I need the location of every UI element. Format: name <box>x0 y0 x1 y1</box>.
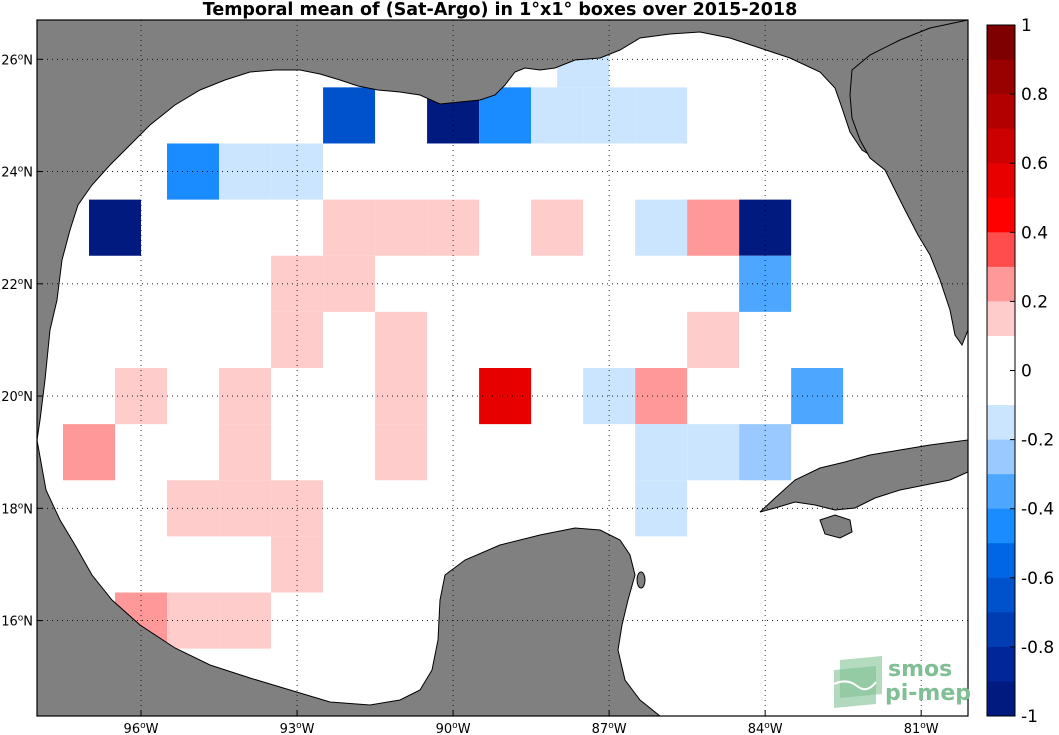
data-box <box>635 368 688 425</box>
colorbar-tick-label: 0.8 <box>1021 85 1048 105</box>
colorbar-tick-label: -0.4 <box>1021 500 1054 520</box>
colorbar-tick-label: -0.6 <box>1021 569 1054 589</box>
data-box <box>635 424 688 481</box>
data-box <box>271 536 324 593</box>
lat-tick-label: 24oN <box>1 165 33 181</box>
data-box <box>687 424 740 481</box>
lon-tick-label: 90oW <box>436 721 471 735</box>
data-box <box>323 255 376 312</box>
colorbar-segment <box>987 59 1015 95</box>
data-box <box>739 255 792 312</box>
colorbar-segment <box>987 612 1015 648</box>
lon-tick-label: 84oW <box>748 721 783 735</box>
colorbar-tick-label: 0.6 <box>1021 154 1048 174</box>
colorbar-segment <box>987 508 1015 544</box>
colorbar-tick-label: -0.8 <box>1021 638 1054 658</box>
data-box <box>115 368 168 425</box>
colorbar-tick-label: -0.2 <box>1021 431 1054 451</box>
colorbar-segment <box>987 577 1015 613</box>
data-box <box>167 592 220 649</box>
map-frame <box>36 19 969 717</box>
colorbar-segment <box>987 128 1015 164</box>
colorbar-segment <box>987 646 1015 682</box>
land-cozumel <box>636 571 646 589</box>
lon-tick-label: 96oW <box>124 721 159 735</box>
data-box <box>219 592 272 649</box>
lat-tick-label: 18oN <box>1 501 33 517</box>
colorbar-segment <box>987 335 1015 371</box>
data-box <box>167 480 220 537</box>
colorbar-segment <box>987 163 1015 199</box>
colorbar-tick-label: -1 <box>1021 707 1038 727</box>
lon-tick-label: 87oW <box>592 721 627 735</box>
colorbar-segment <box>987 370 1015 406</box>
data-box <box>323 87 376 144</box>
colorbar-segment <box>987 405 1015 441</box>
land-masses <box>37 20 968 716</box>
land-cuba <box>759 439 968 513</box>
colorbar-segment <box>987 266 1015 302</box>
data-box <box>63 424 116 481</box>
data-box <box>219 480 272 537</box>
data-box <box>323 199 376 256</box>
land-mexico <box>37 439 661 716</box>
data-box <box>375 311 428 368</box>
data-box <box>739 199 792 256</box>
data-box <box>219 143 272 200</box>
data-box <box>375 424 428 481</box>
lat-tick-label: 26oN <box>1 52 33 68</box>
data-box <box>635 199 688 256</box>
land-florida <box>849 20 968 347</box>
colorbar-segment <box>987 474 1015 510</box>
data-box <box>531 199 584 256</box>
data-box <box>167 143 220 200</box>
data-box <box>687 311 740 368</box>
logo-line1: smos <box>888 657 952 682</box>
colorbar-segment <box>987 681 1015 717</box>
colorbar-tick-label: 0.2 <box>1021 292 1048 312</box>
data-box <box>687 199 740 256</box>
lat-tick-label: 16oN <box>1 614 33 630</box>
longitude-ticks: 96oW 93oW 90oW 87oW 84oW 81oW <box>124 710 939 735</box>
data-box <box>271 311 324 368</box>
graticule <box>37 20 968 716</box>
data-box <box>375 368 428 425</box>
data-box <box>219 424 272 481</box>
data-box <box>583 368 636 425</box>
data-box <box>635 480 688 537</box>
colorbar-segment <box>987 301 1015 337</box>
data-box <box>219 368 272 425</box>
data-box <box>375 199 428 256</box>
lat-tick-label: 22oN <box>1 277 33 293</box>
colorbar-tick-label: 0 <box>1021 362 1032 382</box>
logo-line2: pi-mep <box>885 681 971 706</box>
lon-tick-label: 81oW <box>904 721 939 735</box>
data-box <box>427 199 480 256</box>
colorbar-segment <box>987 94 1015 130</box>
latitude-ticks: 26oN 24oN 22oN 20oN 18oN 16oN <box>1 52 43 630</box>
data-box <box>89 199 142 256</box>
lon-tick-label: 93oW <box>280 721 315 735</box>
colorbar-segment <box>987 25 1015 61</box>
map-title: Temporal mean of (Sat-Argo) in 1°x1° box… <box>202 0 798 20</box>
smos-pimep-logo <box>833 656 882 708</box>
colorbar-segment <box>987 232 1015 268</box>
colorbar-segment <box>987 197 1015 233</box>
data-box <box>635 87 688 144</box>
data-box <box>531 87 584 144</box>
data-box <box>739 424 792 481</box>
data-box <box>479 368 532 425</box>
colorbar-tick-label: 0.4 <box>1021 223 1048 243</box>
lat-tick-label: 20oN <box>1 389 33 405</box>
colorbar-tick-label: 1 <box>1021 16 1032 36</box>
colorbar-segment <box>987 543 1015 579</box>
colorbar-segment <box>987 439 1015 475</box>
colorbar: 1 0.8 0.6 0.4 0.2 0 -0.2 -0.4 -0.6 -0.8 -1 <box>986 16 1054 727</box>
land-isla-juventud <box>819 514 853 539</box>
